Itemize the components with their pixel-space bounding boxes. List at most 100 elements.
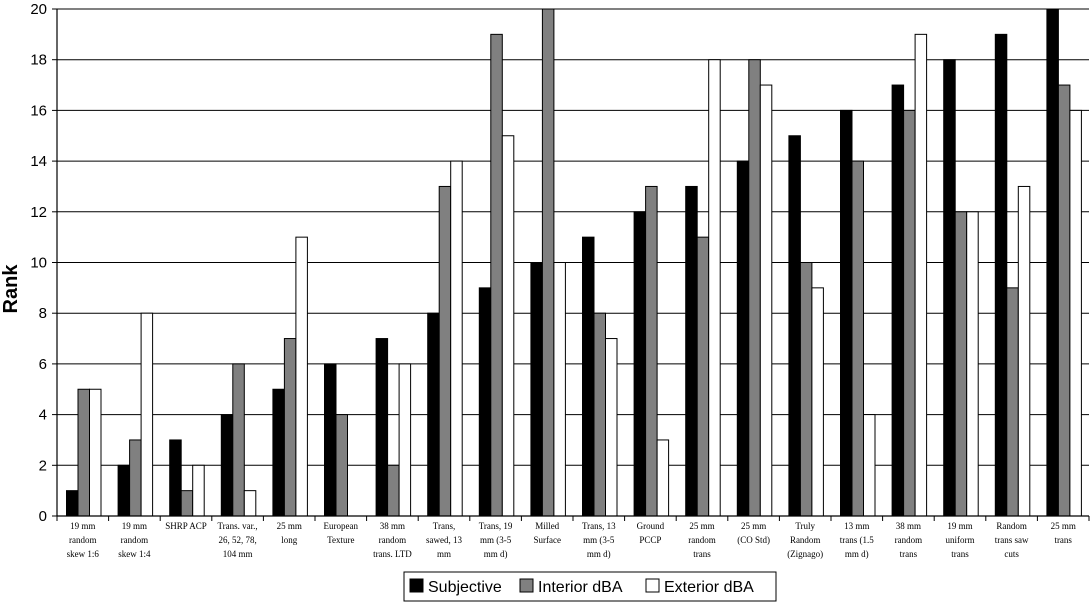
legend-label: Subjective [428,579,502,596]
x-category-label: 19 mm [122,521,147,531]
bar-exterior-dba [1069,109,1082,517]
bar-exterior-dba [140,312,154,517]
y-tick-label: 12 [30,204,47,221]
x-category-label: random [688,535,716,545]
bar-interior-dba [490,33,503,517]
x-category-label: mm [437,549,451,559]
x-category-label: (Zignago) [787,549,823,559]
x-category-label: random [121,535,149,545]
bar-subjective [736,160,750,517]
x-category-label: trans [693,549,711,559]
x-category-label: Ground [637,521,665,531]
bar-interior-dba [335,414,348,517]
bar-interior-dba [387,464,400,517]
legend-swatch [645,578,660,593]
bar-subjective [943,59,956,517]
bar-exterior-dba [605,338,618,517]
x-category-label: skew 1:6 [67,549,100,559]
y-tick-label: 16 [30,102,47,119]
bar-exterior-dba [192,464,205,517]
y-tick-label: 18 [30,52,47,69]
y-tick-label: 20 [30,1,47,18]
x-category-label: European [324,521,359,531]
bar-subjective [324,363,337,517]
x-category-label: 19 mm [70,521,95,531]
bar-exterior-dba [914,33,928,517]
x-category-label: mm (3-5 [583,535,615,545]
x-category-label: 25 mm [741,521,766,531]
x-category-label: Random [790,535,821,545]
x-category-label: mm (3-5 [480,535,512,545]
x-category-label: random [69,535,97,545]
bar-interior-dba [541,8,555,517]
x-category-label: sawed, 13 [426,535,462,545]
bar-interior-dba [1006,287,1019,517]
x-category-label: SHRP ACP [165,521,206,531]
bar-exterior-dba [243,490,257,517]
bar-exterior-dba [295,236,308,517]
y-tick-label: 10 [30,255,47,272]
y-tick-labels: 0 2 4 6 8 10 12 14 16 18 20 [30,1,47,525]
legend-label: Interior dBA [538,579,623,596]
bar-exterior-dba [966,211,979,517]
bar-interior-dba [1057,84,1071,517]
x-category-label: random [379,535,407,545]
axes [52,8,1090,521]
x-category-label: 25 mm [1051,521,1076,531]
x-category-label: 25 mm [689,521,714,531]
x-category-label: cuts [1004,549,1019,559]
x-category-label: 26, 52, 78, [218,535,256,545]
bar-exterior-dba [656,439,670,517]
bar-interior-dba [799,262,813,517]
x-category-label: 19 mm [947,521,972,531]
x-category-label: mm d) [845,549,869,559]
x-category-labels: 19 mm random skew 1:6 19 mm random skew 1:4 SH… [67,521,1076,559]
bar-subjective [272,388,285,517]
bar-exterior-dba [708,59,721,517]
bar-subjective [220,414,234,517]
y-tick-label: 2 [39,457,47,474]
x-category-label: 25 mm [277,521,302,531]
x-category-label: (CO Std) [737,535,770,545]
x-category-label: trans [900,549,918,559]
x-category-label: uniform [946,535,975,545]
x-category-label: Trans, 13 [582,521,616,531]
y-axis-label: Rank [0,264,22,314]
legend-swatch [519,578,534,593]
bar-subjective [1046,8,1059,517]
bar-exterior-dba [450,160,463,517]
bar-interior-dba [77,388,90,517]
bar-subjective [788,135,801,517]
bar-subjective [994,33,1008,517]
y-tick-label: 0 [39,508,47,525]
bar-subjective [117,464,131,517]
y-tick-label: 4 [39,407,47,424]
bar-subjective [891,84,905,517]
x-category-label: trans (1.5 [840,535,874,545]
y-tick-label: 14 [30,153,47,170]
x-category-label: Surface [533,535,560,545]
bar-interior-dba [129,439,142,517]
bar-exterior-dba [89,388,102,517]
x-category-label: trans saw [995,535,1029,545]
bar-exterior-dba [1017,185,1031,517]
bar-interior-dba [180,490,194,517]
bar-subjective [375,338,389,517]
bar-interior-dba [593,312,606,517]
bar-subjective [478,287,492,517]
bar-subjective [530,262,543,517]
bar-interior-dba [903,109,916,517]
legend-swatch [409,578,424,593]
bar-subjective [633,211,647,517]
bar-subjective [66,490,79,517]
x-category-label: mm d) [484,549,508,559]
x-category-label: trans [951,549,969,559]
bar-exterior-dba [759,84,773,517]
bar-interior-dba [696,236,710,517]
legend-box [403,571,777,602]
x-category-label: Trans, 19 [479,521,513,531]
x-category-label: mm d) [587,549,611,559]
bar-exterior-dba [398,363,412,517]
bar-subjective [582,236,595,517]
x-category-label: trans. LTD [373,549,412,559]
